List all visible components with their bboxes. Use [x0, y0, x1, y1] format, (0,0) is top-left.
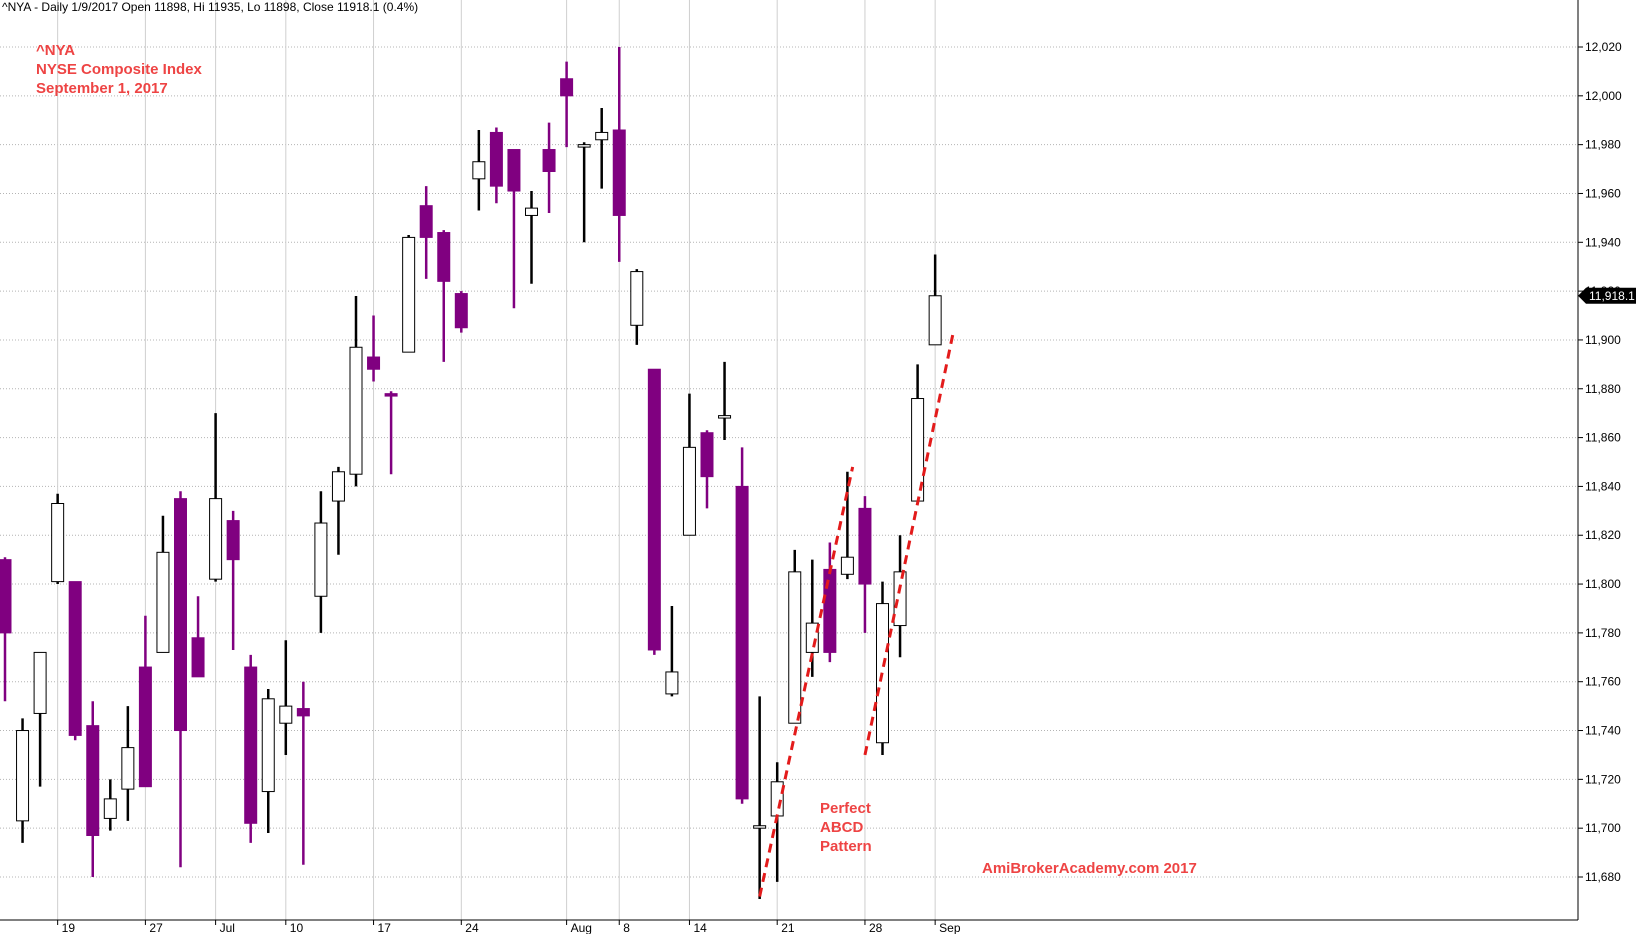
y-tick-label: 11,800 — [1585, 577, 1621, 591]
candle-body-down — [384, 393, 398, 397]
candle-body-down — [68, 581, 82, 736]
candle-body-down — [226, 520, 240, 561]
y-tick-label: 11,820 — [1585, 528, 1621, 542]
candle-body-up — [753, 825, 767, 829]
pattern-annotation-line3: Pattern — [820, 838, 872, 855]
candle-body-down — [542, 149, 556, 173]
candle-body-down — [612, 129, 626, 216]
candle-body-up — [121, 747, 135, 790]
candle-body-down — [560, 78, 574, 97]
candle-body-up — [595, 131, 609, 141]
y-tick-label: 11,680 — [1585, 870, 1621, 884]
candle-body-down — [0, 559, 12, 634]
trend-lines — [758, 334, 955, 897]
chart-header-quote: ^NYA - Daily 1/9/2017 Open 11898, Hi 119… — [2, 0, 419, 14]
candle-body-up — [630, 271, 644, 326]
y-tick-label: 11,740 — [1585, 724, 1621, 738]
candle-body-down — [858, 507, 872, 585]
candle-body-up — [840, 556, 854, 575]
y-tick-label: 11,960 — [1585, 186, 1621, 200]
x-tick-label: 17 — [378, 921, 392, 934]
candle-body-up — [770, 781, 784, 817]
candles — [0, 47, 942, 899]
candle-body-down — [244, 666, 258, 824]
candle-body-up — [51, 503, 65, 583]
pattern-annotation-line1: Perfect — [820, 800, 871, 817]
x-tick-label: 24 — [465, 921, 479, 934]
watermark-text: AmiBrokerAcademy.com 2017 — [982, 860, 1197, 877]
candle-body-up — [33, 651, 47, 714]
y-tick-label: 11,840 — [1585, 479, 1621, 493]
x-tick-label: 28 — [869, 921, 883, 934]
candle-body-up — [788, 571, 802, 724]
y-tick-label: 11,980 — [1585, 138, 1621, 152]
candle-body-up — [665, 671, 679, 695]
candle-body-down — [86, 725, 100, 836]
y-tick-label: 12,000 — [1585, 89, 1622, 103]
pattern-annotation-line2: ABCD — [820, 819, 864, 836]
y-tick-label: 11,900 — [1585, 333, 1621, 347]
candle-body-down — [296, 708, 310, 717]
x-tick-label: Sep — [939, 921, 961, 934]
trend-line — [863, 334, 955, 756]
candle-body-up — [928, 295, 942, 346]
y-tick-label: 11,940 — [1585, 235, 1621, 249]
candle-body-up — [577, 144, 591, 148]
candle-body-up — [402, 236, 416, 353]
candle-body-down — [191, 637, 205, 678]
candle-body-down — [454, 293, 468, 329]
candle-body-up — [331, 471, 345, 502]
x-tick-label: 10 — [290, 921, 304, 934]
candle-body-up — [314, 522, 328, 597]
chart-title-name: NYSE Composite Index — [36, 61, 202, 78]
candle-body-up — [16, 730, 30, 822]
x-tick-label: 21 — [781, 921, 795, 934]
x-tick-label: 8 — [623, 921, 630, 934]
y-tick-label: 11,880 — [1585, 382, 1621, 396]
y-tick-label: 11,720 — [1585, 772, 1621, 786]
chart-title-symbol: ^NYA — [36, 42, 76, 59]
y-tick-label: 12,020 — [1585, 40, 1622, 54]
candle-body-up — [261, 698, 275, 793]
candle-body-up — [525, 207, 538, 216]
y-tick-label: 11,760 — [1585, 675, 1621, 689]
trend-line — [758, 466, 855, 897]
candle-body-down — [367, 356, 381, 370]
x-tick-label: 27 — [149, 921, 163, 934]
candle-body-up — [349, 346, 363, 475]
y-tick-label: 11,780 — [1585, 626, 1621, 640]
x-tick-label: Jul — [220, 921, 235, 934]
candle-body-up — [893, 571, 907, 627]
candle-body-up — [103, 798, 117, 819]
candle-body-up — [472, 161, 486, 180]
candle-body-up — [209, 498, 223, 580]
last-price-label: 11,918.1 — [1589, 289, 1635, 303]
x-tick-label: Aug — [571, 921, 592, 934]
candle-body-up — [279, 705, 293, 724]
x-tick-label: 19 — [62, 921, 76, 934]
candle-body-down — [489, 131, 503, 187]
candle-body-down — [138, 666, 152, 788]
last-price-marker — [1578, 287, 1636, 304]
chart-title-date: September 1, 2017 — [36, 80, 168, 97]
candle-body-up — [156, 551, 170, 653]
y-tick-label: 11,860 — [1585, 431, 1621, 445]
y-tick-label: 11,700 — [1585, 821, 1621, 835]
candle-body-down — [823, 568, 837, 653]
candle-body-up — [718, 415, 732, 419]
candle-body-up — [682, 446, 696, 536]
candle-body-down — [419, 205, 433, 238]
x-tick-label: 14 — [693, 921, 707, 934]
candle-body-down — [735, 485, 749, 800]
candle-body-down — [437, 232, 451, 282]
candle-body-down — [507, 149, 521, 192]
candle-body-down — [700, 432, 714, 478]
candle-body-down — [647, 368, 661, 651]
candle-body-down — [174, 498, 187, 732]
